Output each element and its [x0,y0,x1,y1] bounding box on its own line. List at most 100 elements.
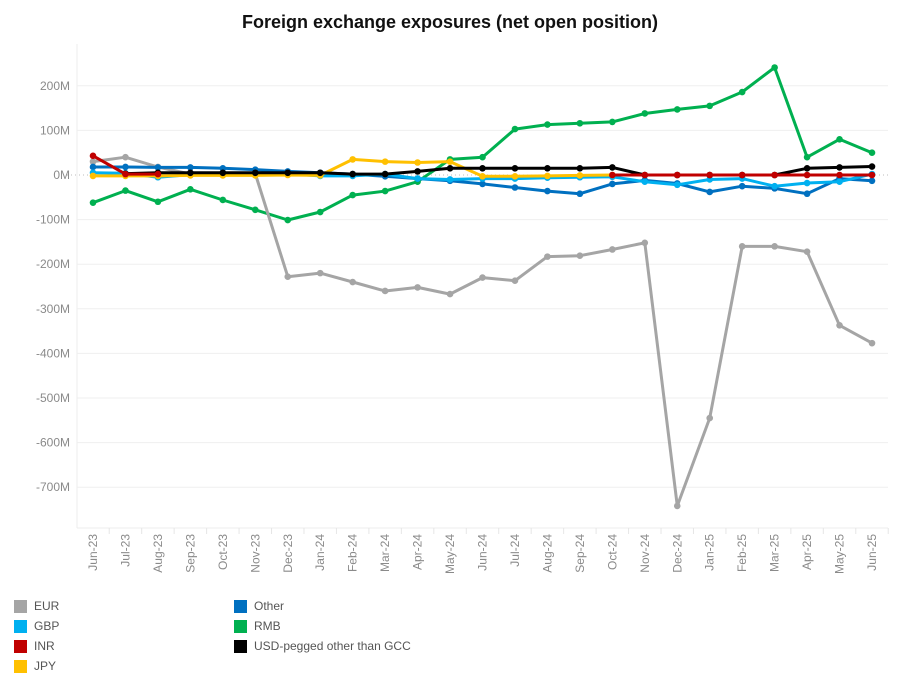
legend-item-eur[interactable]: EUR [14,598,59,614]
data-point[interactable] [544,165,551,172]
data-point[interactable] [284,169,292,177]
data-point[interactable] [122,153,129,161]
data-point[interactable] [706,102,714,110]
data-point[interactable] [576,165,584,172]
data-point[interactable] [609,171,616,179]
data-point[interactable] [803,190,811,198]
data-point[interactable] [446,290,454,298]
legend-item-usd-pegged[interactable]: USD-pegged other than GCC [234,638,411,654]
data-point[interactable] [381,170,389,178]
legend-item-rmb[interactable]: RMB [234,618,281,634]
data-point[interactable] [316,269,324,277]
data-point[interactable] [706,188,714,196]
data-point[interactable] [836,178,843,185]
data-point[interactable] [738,243,746,250]
data-point[interactable] [609,164,616,171]
data-point[interactable] [414,175,421,182]
data-point[interactable] [544,187,551,195]
data-point[interactable] [479,173,486,180]
data-point[interactable] [673,106,681,113]
data-point[interactable] [219,196,227,204]
data-point[interactable] [836,171,843,179]
data-point[interactable] [868,177,876,185]
data-point[interactable] [641,110,649,117]
data-point[interactable] [738,171,746,179]
data-point[interactable] [122,170,129,178]
data-point[interactable] [771,171,778,179]
legend-item-gbp[interactable]: GBP [14,618,59,634]
data-point[interactable] [544,172,551,180]
data-point[interactable] [511,173,519,180]
data-point[interactable] [576,190,584,198]
legend-item-other[interactable]: Other [234,598,284,614]
data-point[interactable] [673,181,681,189]
data-point[interactable] [673,171,681,179]
data-point[interactable] [836,164,843,171]
data-point[interactable] [771,64,778,71]
data-point[interactable] [446,158,454,165]
data-point[interactable] [89,199,97,206]
data-point[interactable] [511,125,519,133]
data-point[interactable] [803,153,811,161]
data-point[interactable] [414,159,421,166]
data-point[interactable] [316,208,324,216]
data-point[interactable] [803,179,811,187]
data-point[interactable] [89,163,97,171]
data-point[interactable] [609,246,616,253]
data-point[interactable] [544,121,551,128]
data-point[interactable] [544,253,551,260]
data-point[interactable] [511,184,519,191]
data-point[interactable] [576,119,584,127]
data-point[interactable] [576,252,584,260]
data-point[interactable] [251,206,259,214]
data-point[interactable] [641,239,649,247]
data-point[interactable] [187,169,194,177]
data-point[interactable] [154,164,162,171]
data-point[interactable] [219,169,227,177]
data-point[interactable] [609,180,616,188]
data-point[interactable] [738,182,746,190]
data-point[interactable] [349,170,356,178]
data-point[interactable] [154,198,162,206]
data-point[interactable] [479,180,486,188]
data-point[interactable] [576,172,584,179]
data-point[interactable] [641,178,649,185]
data-point[interactable] [349,278,356,286]
data-point[interactable] [511,165,519,172]
data-point[interactable] [381,158,389,165]
data-point[interactable] [316,169,324,177]
data-point[interactable] [771,182,778,190]
data-point[interactable] [738,88,746,96]
data-point[interactable] [706,171,714,179]
data-point[interactable] [349,191,356,199]
data-point[interactable] [803,248,811,256]
data-point[interactable] [868,339,876,347]
data-point[interactable] [609,118,616,126]
data-point[interactable] [122,187,129,194]
data-point[interactable] [414,168,421,175]
data-point[interactable] [187,164,194,171]
data-point[interactable] [284,216,292,224]
data-point[interactable] [706,414,714,422]
data-point[interactable] [479,165,486,172]
data-point[interactable] [446,176,454,183]
data-point[interactable] [868,149,876,156]
data-point[interactable] [511,277,519,285]
data-point[interactable] [251,169,259,177]
data-point[interactable] [868,163,876,170]
data-point[interactable] [89,152,97,160]
data-point[interactable] [673,502,681,510]
data-point[interactable] [122,163,129,171]
data-point[interactable] [803,171,811,179]
data-point[interactable] [836,136,843,143]
data-point[interactable] [381,287,389,295]
data-point[interactable] [641,171,649,179]
data-point[interactable] [868,171,876,179]
legend-item-inr[interactable]: INR [14,638,55,654]
data-point[interactable] [187,185,194,193]
data-point[interactable] [836,322,843,329]
data-point[interactable] [479,153,486,161]
data-point[interactable] [89,172,97,180]
data-point[interactable] [479,274,486,281]
data-point[interactable] [89,158,97,165]
